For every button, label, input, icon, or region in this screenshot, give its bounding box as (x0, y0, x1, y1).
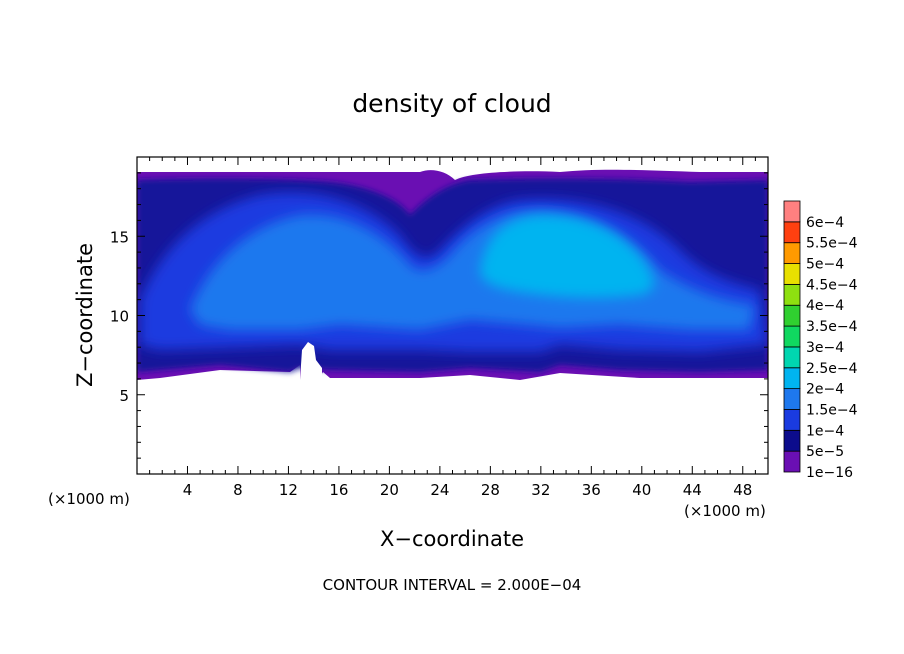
colorbar-swatch (783, 429, 801, 452)
x-tick-label: 48 (733, 481, 752, 499)
colorbar-swatch (783, 263, 801, 285)
x-axis-ticks: 4 8 12 16 20 24 28 32 36 40 44 48 (149, 157, 756, 499)
y-axis-label: Z−coordinate (73, 243, 97, 387)
x-tick-label: 20 (380, 481, 399, 499)
x-tick-label: 36 (582, 481, 601, 499)
x-tick-label: 16 (329, 481, 348, 499)
colorbar-label: 4e−4 (806, 298, 844, 314)
colorbar-label: 5.5e−4 (806, 236, 858, 252)
colorbar-label: 1e−4 (806, 423, 844, 439)
colorbar-swatch (783, 450, 801, 473)
cloud-gap (300, 342, 322, 380)
x-tick-label: 4 (183, 481, 193, 499)
density-field (137, 169, 768, 474)
x-tick-label: 8 (233, 481, 243, 499)
colorbar-label: 4.5e−4 (806, 277, 858, 293)
colorbar-label: 5e−5 (806, 444, 844, 460)
cloud-core-cyan (480, 214, 654, 298)
cloud-free-region (137, 381, 768, 474)
colorbar-label: 1.5e−4 (806, 402, 858, 418)
colorbar-swatch (783, 367, 801, 390)
y-axis-ticks: 5 10 15 (110, 172, 768, 459)
x-tick-label: 40 (632, 481, 651, 499)
y-tick-label: 10 (110, 308, 129, 326)
x-unit-left: (×1000 m) (48, 490, 130, 508)
x-unit-right: (×1000 m) (684, 502, 766, 520)
x-tick-label: 28 (481, 481, 500, 499)
colorbar-swatch (783, 242, 801, 264)
colorbar-label: 2e−4 (806, 382, 844, 398)
colorbar-swatch (783, 325, 801, 348)
chart-title: density of cloud (352, 89, 551, 118)
colorbar-label: 6e−4 (806, 215, 844, 231)
colorbar-swatch (783, 388, 801, 410)
colorbar-swatch (783, 346, 801, 369)
colorbar-swatch (783, 409, 801, 431)
y-tick-label: 5 (119, 387, 129, 405)
x-tick-label: 32 (531, 481, 550, 499)
x-tick-label: 24 (430, 481, 449, 499)
colorbar-label: 3e−4 (806, 340, 844, 356)
contour-interval-note: CONTOUR INTERVAL = 2.000E−04 (323, 576, 582, 594)
x-axis-label: X−coordinate (380, 527, 524, 551)
colorbar-swatch (783, 283, 801, 306)
x-tick-label: 44 (683, 481, 702, 499)
x-tick-label: 12 (279, 481, 298, 499)
colorbar: 1e−16 5e−5 1e−4 1.5e−4 2e−4 2.5e−4 3e−4 3.5e−4 4… (783, 200, 858, 481)
colorbar-label: 1e−16 (806, 465, 853, 481)
colorbar-swatch (783, 200, 801, 223)
y-tick-label: 15 (110, 228, 129, 246)
colorbar-label: 2.5e−4 (806, 361, 858, 377)
colorbar-label: 5e−4 (806, 257, 844, 273)
colorbar-swatch (783, 221, 801, 244)
colorbar-label: 3.5e−4 (806, 319, 858, 335)
colorbar-swatch (783, 304, 801, 327)
